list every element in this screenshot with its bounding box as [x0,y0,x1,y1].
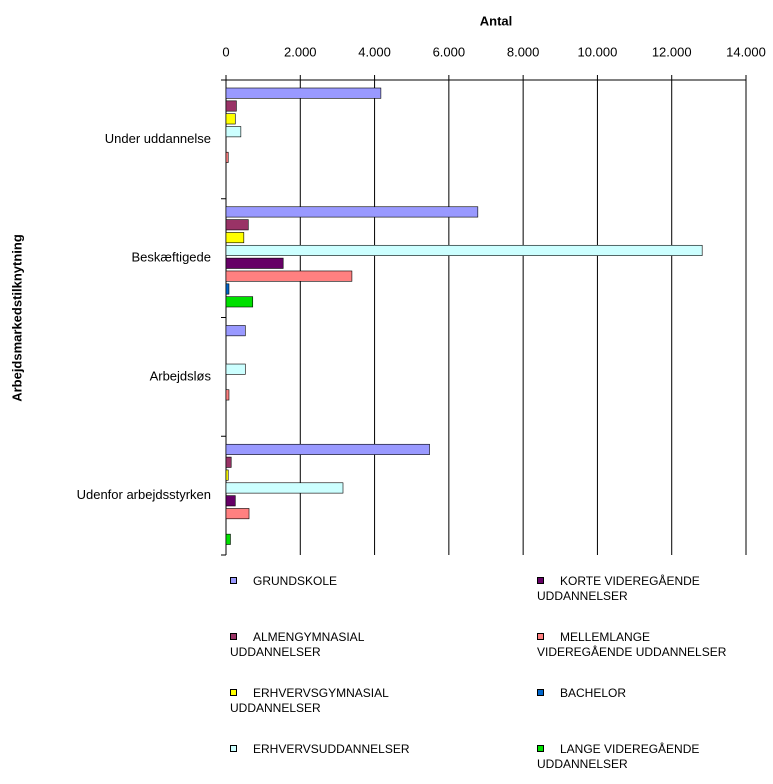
legend-label: LANGE VIDEREGÅENDE UDDANNELSER [537,742,700,771]
x-tick-label: 2.000 [284,44,317,59]
bar [225,443,430,455]
bar [225,283,230,295]
y-tick-label: Beskæftigede [132,250,212,265]
bar [225,87,382,99]
bar [225,257,284,269]
x-tick-label: 6.000 [433,44,466,59]
x-tick-label: 8.000 [507,44,540,59]
x-tick-label: 12.000 [652,44,692,59]
bar [225,389,230,401]
legend-entry: ALMENGYMNASIAL UDDANNELSER [230,630,435,660]
legend-entry: ERHVERVSGYMNASIAL UDDANNELSER [230,686,435,716]
bar [225,151,229,163]
bar [225,219,249,231]
bar [225,244,703,256]
legend-label: ERHVERVSGYMNASIAL UDDANNELSER [230,686,389,715]
legend-swatch [537,689,544,696]
bar [225,363,246,375]
legend-entry: LANGE VIDEREGÅENDE UDDANNELSER [537,742,742,772]
legend-label: ALMENGYMNASIAL UDDANNELSER [230,630,364,659]
bar [225,113,236,125]
legend-label: GRUNDSKOLE [253,574,338,588]
legend-swatch [230,577,237,584]
legend-swatch [230,745,237,752]
x-tick-label: 0 [222,44,229,59]
legend-label: BACHELOR [560,686,627,700]
bar [225,270,353,282]
bar [225,508,250,520]
legend-swatch [230,689,237,696]
legend-label: KORTE VIDEREGÅENDE UDDANNELSER [537,574,700,603]
x-tick-label: 14.000 [726,44,766,59]
legend-entry: GRUNDSKOLE [230,574,435,589]
x-axis-title: Antal [480,13,513,28]
y-tick-label: Under uddannelse [105,131,211,146]
bar [225,533,231,545]
legend-swatch [537,577,544,584]
bar [225,206,479,218]
x-tick-label: 10.000 [578,44,618,59]
bar [225,456,232,468]
legend-entry: ERHVERVSUDDANNELSER [230,742,435,757]
legend-entry: MELLEMLANGE VIDEREGÅENDE UDDANNELSER [537,630,742,660]
legend-entry: KORTE VIDEREGÅENDE UDDANNELSER [537,574,742,604]
bar [225,495,236,507]
legend-label: MELLEMLANGE VIDEREGÅENDE UDDANNELSER [537,630,727,659]
legend-swatch [230,633,237,640]
legend-entry: BACHELOR [537,686,742,701]
bar [225,469,229,481]
y-tick-label: Arbejdsløs [150,368,212,383]
bar [225,296,254,308]
legend-label: ERHVERVSUDDANNELSER [253,742,410,756]
legend-swatch [537,745,544,752]
bar [225,325,246,337]
bar [225,232,245,244]
legend-swatch [537,633,544,640]
y-tick-label: Udenfor arbejdsstyrken [77,487,211,502]
bar [225,100,237,112]
y-axis-title: Arbejdsmarkedstilknytning [9,234,24,402]
bar [225,482,344,494]
x-tick-label: 4.000 [358,44,391,59]
bar [225,126,242,138]
